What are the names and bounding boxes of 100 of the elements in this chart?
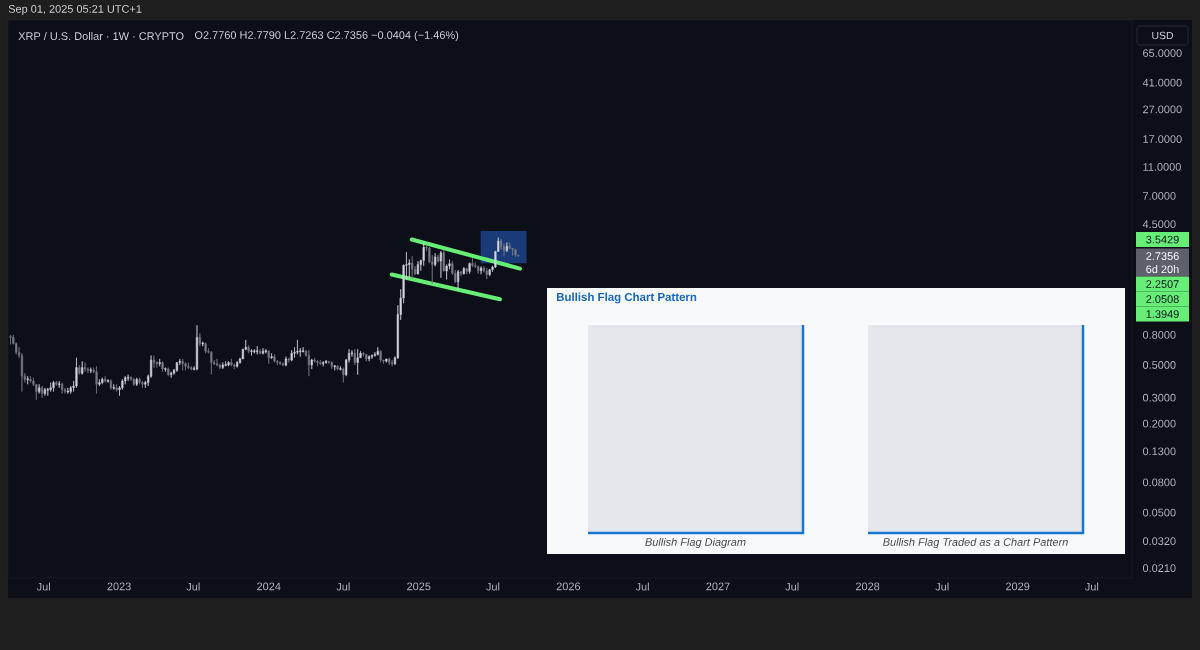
text: Bullish Flag Chart Pattern (556, 292, 697, 304)
text: 1.3949 (1146, 310, 1179, 318)
candlestick (63, 387, 67, 394)
candlestick (187, 362, 190, 370)
y-tick-label: 65.0000 (1143, 49, 1182, 57)
x-tick-label: 2024 (257, 582, 281, 591)
y-tick-label: 0.0210 (1142, 564, 1176, 572)
candlestick (184, 362, 187, 371)
candlestick (416, 260, 419, 275)
candlestick (511, 247, 514, 256)
candlestick (459, 270, 463, 277)
x-tick-label: Jul (1085, 582, 1099, 591)
candlestick (204, 342, 207, 354)
candlestick (66, 387, 69, 394)
candlestick (336, 364, 339, 371)
candlestick (259, 348, 262, 355)
candlestick (365, 354, 368, 362)
candlestick (485, 267, 488, 280)
candlestick (247, 344, 250, 354)
y-tick-label: 0.0320 (1142, 537, 1176, 546)
candlestick (279, 360, 282, 366)
candlestick (281, 362, 285, 367)
candlestick (330, 360, 333, 370)
y-tick-label: 7.0000 (1143, 192, 1176, 200)
candlestick (333, 364, 336, 371)
candlestick (273, 354, 276, 363)
candlestick (190, 365, 193, 371)
candlestick (195, 324, 199, 371)
candlestick (284, 356, 288, 367)
candlestick (109, 378, 112, 391)
candlestick (58, 380, 61, 389)
candlestick (135, 377, 138, 387)
candlestick (152, 355, 156, 368)
candlestick (462, 266, 465, 275)
candlestick (264, 348, 267, 354)
candlestick (457, 269, 460, 291)
candlestick (69, 385, 72, 394)
candlestick (164, 367, 167, 373)
y-tick-label: 17.0000 (1143, 135, 1182, 143)
candlestick (170, 371, 173, 378)
x-tick-label: 2027 (706, 582, 730, 591)
x-tick-label: 2023 (107, 582, 131, 591)
y-tick-label: 11.0000 (1143, 163, 1181, 171)
candlestick (290, 349, 293, 362)
candlestick (29, 375, 32, 383)
text: 6d 20h (1146, 265, 1179, 274)
candlestick (40, 385, 44, 399)
candlestick (261, 347, 265, 355)
candlestick (112, 383, 115, 391)
candlestick (115, 383, 118, 392)
candlestick (84, 362, 87, 373)
candlestick (339, 365, 342, 371)
candlestick (505, 242, 508, 253)
candlestick (471, 257, 474, 268)
x-tick-label: Jul (336, 582, 350, 591)
candlestick (376, 346, 379, 356)
candlestick (61, 382, 64, 394)
candlestick (514, 248, 517, 258)
candlestick (236, 360, 239, 368)
candlestick (327, 360, 331, 365)
x-tick-label: Jul (785, 582, 799, 591)
candlestick (55, 380, 58, 387)
text: O2.7760 H2.7790 L2.7263 C2.7356 −0.0404 (−1.46%) (194, 30, 459, 42)
candlestick (198, 332, 201, 347)
y-tick-label: 0.0500 (1142, 508, 1176, 517)
candlestick (181, 358, 184, 371)
annotation: Bullish Flag Diagram (645, 537, 746, 549)
candlestick (270, 353, 273, 360)
candlestick (175, 362, 178, 373)
text: 2.0508 (1146, 295, 1179, 303)
candlestick (267, 349, 270, 365)
candlestick (479, 266, 483, 275)
candlestick (256, 345, 259, 355)
candlestick (391, 359, 394, 367)
x-tick-label: 2028 (855, 582, 880, 591)
candlestick (325, 359, 328, 365)
candlestick (439, 250, 442, 279)
candlestick (132, 377, 135, 387)
candlestick (434, 252, 437, 267)
candlestick (227, 360, 230, 367)
candlestick (141, 380, 144, 389)
text: XRP / U.S. Dollar · 1W · CRYPTO (18, 31, 184, 41)
candlestick (362, 351, 365, 357)
candlestick (477, 265, 480, 274)
y-tick-label: 0.3000 (1142, 393, 1176, 402)
text: 2.2507 (1146, 280, 1179, 288)
candlestick (75, 357, 78, 389)
candlestick (310, 358, 313, 370)
candlestick (388, 357, 391, 366)
annotation: Bullish Flag Traded as a Chart Pattern (883, 537, 1068, 549)
candlestick (52, 380, 55, 392)
candlestick (104, 375, 107, 383)
x-tick-label: Jul (486, 582, 500, 591)
y-tick-label: 4.5000 (1142, 220, 1176, 229)
x-tick-label: Jul (186, 582, 200, 591)
candlestick (98, 378, 101, 387)
x-tick-label: Jul (36, 582, 50, 591)
candlestick (502, 243, 506, 257)
candlestick (373, 351, 376, 357)
candlestick (307, 349, 310, 377)
